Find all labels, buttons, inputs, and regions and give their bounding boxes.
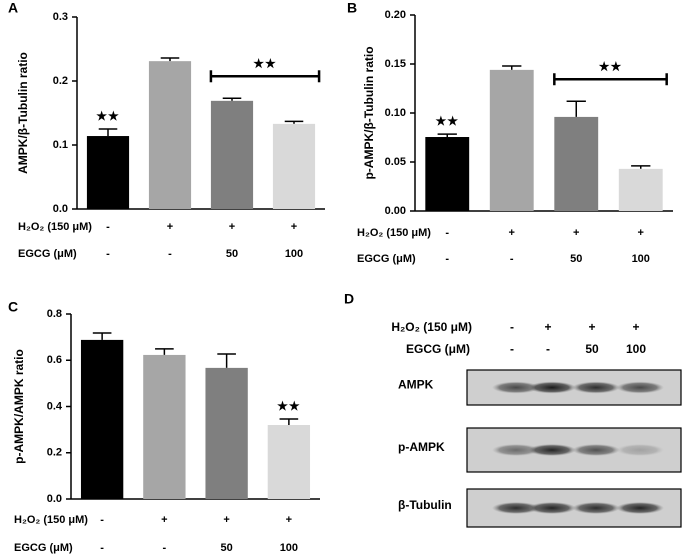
- condition-cell: +: [638, 227, 644, 239]
- y-tick-label: 0.0: [53, 203, 68, 215]
- blot-band: [616, 381, 664, 394]
- condition-cell: 100: [280, 542, 298, 554]
- condition-label: H₂O₂ (150 μM): [18, 221, 92, 233]
- condition-cell: -: [106, 221, 110, 233]
- y-tick-label: 0.2: [47, 447, 62, 459]
- condition-cell: 50: [585, 342, 599, 356]
- y-tick-label: 0.0: [47, 493, 62, 505]
- condition-cell: -: [106, 248, 110, 260]
- bar: [618, 168, 663, 211]
- bar: [272, 123, 316, 209]
- bar: [148, 61, 192, 209]
- blot-band: [528, 502, 576, 514]
- blot-band: [572, 381, 620, 394]
- blot-band: [528, 381, 576, 394]
- significance: ★★: [435, 114, 459, 128]
- condition-cell: -: [168, 248, 172, 260]
- condition-cell: -: [510, 253, 514, 265]
- condition-cell: 100: [632, 253, 650, 265]
- y-tick-label: 0.6: [47, 354, 62, 366]
- condition-cell: +: [588, 320, 595, 334]
- condition-cell: -: [510, 342, 514, 356]
- bar: [210, 100, 254, 209]
- condition-cell: +: [509, 227, 515, 239]
- y-tick-label: 0.00: [385, 205, 406, 217]
- bar: [425, 137, 470, 211]
- blot-band: [492, 502, 540, 514]
- bracket-label: ★★: [599, 59, 623, 73]
- condition-label: H₂O₂ (150 μM): [357, 227, 431, 239]
- band-label: AMPK: [398, 378, 434, 392]
- band-label: β-Tubulin: [398, 498, 452, 512]
- y-axis-label: AMPK/β-Tubulin ratio: [16, 52, 30, 174]
- condition-cell: -: [100, 542, 104, 554]
- y-tick-label: 0.8: [47, 308, 62, 320]
- bracket-label: ★★: [253, 56, 277, 70]
- condition-cell: -: [100, 514, 104, 526]
- condition-label: EGCG (μM): [18, 248, 77, 260]
- condition-cell: -: [510, 320, 514, 334]
- condition-cell: +: [291, 221, 297, 233]
- bar: [267, 425, 311, 499]
- condition-label: H₂O₂ (150 μM): [14, 514, 88, 526]
- significance: ★★: [96, 109, 120, 123]
- condition-cell: +: [573, 227, 579, 239]
- y-tick-label: 0.2: [53, 75, 68, 87]
- condition-cell: -: [546, 342, 550, 356]
- condition-cell: 100: [285, 248, 303, 260]
- y-axis-label: p-AMPK/AMPK ratio: [12, 349, 26, 464]
- condition-cell: -: [163, 542, 167, 554]
- panel-letter: B: [347, 0, 357, 16]
- condition-cell: +: [167, 221, 173, 233]
- condition-label: EGCG (μM): [14, 542, 73, 554]
- condition-cell: 50: [570, 253, 582, 265]
- condition-cell: +: [286, 514, 292, 526]
- panel-letter: C: [8, 299, 18, 315]
- blot-band: [528, 444, 576, 456]
- panel-letter: A: [8, 0, 18, 16]
- bar: [143, 354, 186, 499]
- band-label: p-AMPK: [398, 440, 445, 454]
- y-tick-label: 0.3: [53, 11, 68, 23]
- blot-band: [616, 502, 664, 514]
- y-axis-label: p-AMPK/β-Tubulin ratio: [362, 46, 376, 179]
- condition-label: H₂O₂ (150 μM): [391, 320, 472, 334]
- condition-cell: +: [229, 221, 235, 233]
- condition-cell: +: [544, 320, 551, 334]
- bar: [80, 339, 124, 499]
- blot-band: [572, 444, 620, 456]
- y-tick-label: 0.20: [385, 9, 406, 21]
- condition-cell: +: [161, 514, 167, 526]
- condition-cell: +: [632, 320, 639, 334]
- bar: [86, 136, 130, 209]
- condition-cell: +: [223, 514, 229, 526]
- condition-label: EGCG (μM): [406, 342, 470, 356]
- condition-cell: -: [445, 253, 449, 265]
- y-tick-label: 0.1: [53, 139, 68, 151]
- y-tick-label: 0.10: [385, 107, 406, 119]
- condition-cell: 100: [626, 342, 646, 356]
- significance: ★★: [277, 399, 301, 413]
- condition-label: EGCG (μM): [357, 253, 416, 265]
- y-tick-label: 0.05: [385, 156, 406, 168]
- bar: [554, 116, 599, 211]
- condition-cell: 50: [221, 542, 233, 554]
- blot-band: [616, 444, 664, 456]
- bar: [489, 69, 534, 211]
- y-tick-label: 0.4: [47, 400, 63, 412]
- condition-cell: 50: [226, 248, 238, 260]
- blot-band: [492, 381, 540, 394]
- bar: [205, 367, 248, 499]
- blot-band: [492, 444, 540, 456]
- condition-cell: -: [445, 227, 449, 239]
- panel-letter: D: [344, 291, 354, 307]
- y-tick-label: 0.15: [385, 58, 406, 70]
- blot-band: [572, 502, 620, 514]
